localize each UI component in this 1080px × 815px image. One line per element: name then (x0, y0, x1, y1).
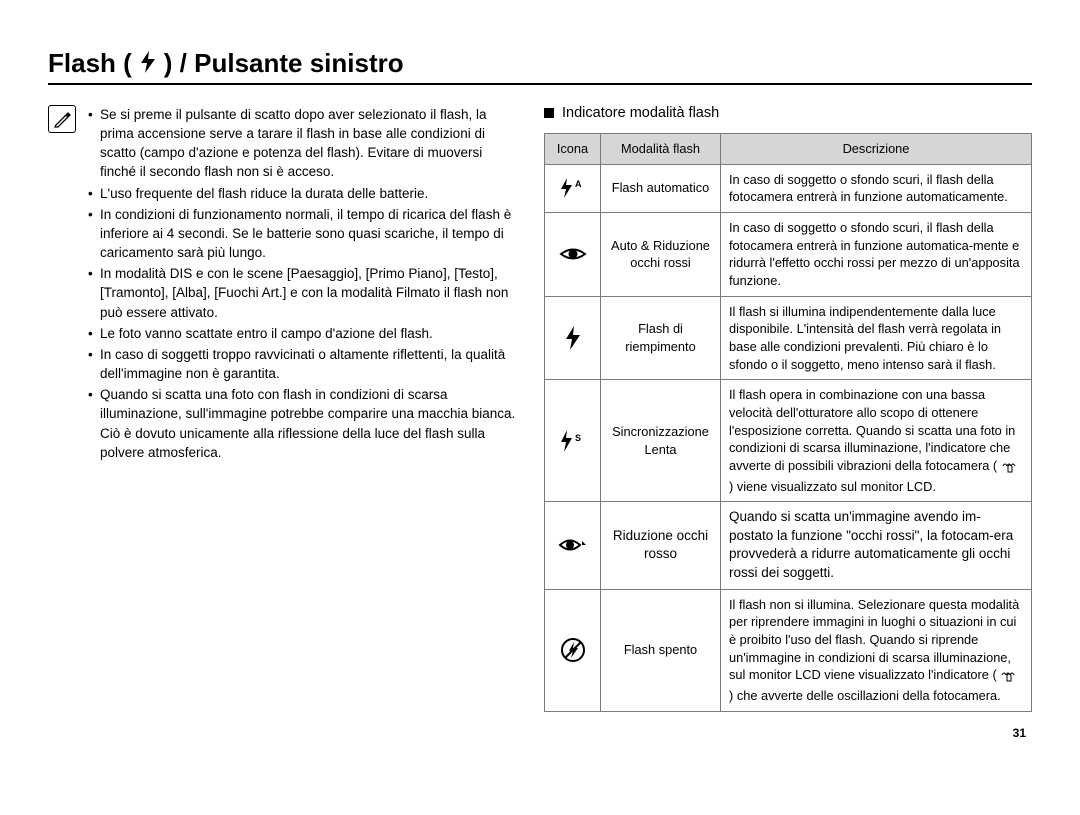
desc-part: ) viene visualizzato sul monitor LCD. (729, 479, 936, 494)
mode-cell: Riduzione occhi rosso (601, 502, 721, 590)
title-part-b: ) / Pulsante sinistro (164, 48, 404, 79)
table-row: Flash di riempimento Il flash si illumin… (545, 296, 1032, 380)
icon-cell (545, 589, 601, 711)
mode-cell: Flash automatico (601, 164, 721, 212)
svg-text:A: A (575, 179, 582, 189)
note-bullet-list: Se si preme il pulsante di scatto dopo a… (88, 105, 518, 740)
table-header-row: Icona Modalità flash Descrizione (545, 134, 1032, 165)
left-column: Se si preme il pulsante di scatto dopo a… (48, 105, 518, 740)
flash-off-icon (560, 637, 586, 663)
mode-cell: Auto & Riduzione occhi rossi (601, 212, 721, 296)
desc-cell: Il flash si illumina indipendentemente d… (721, 296, 1032, 380)
desc-cell: In caso di soggetto o sfondo scuri, il f… (721, 164, 1032, 212)
note-icon-container (48, 105, 78, 740)
note-bullet: In condizioni di funzionamento normali, … (88, 205, 518, 262)
note-bullet: Se si preme il pulsante di scatto dopo a… (88, 105, 518, 182)
note-bullet: In caso di soggetti troppo ravvicinati o… (88, 345, 518, 383)
svg-text:S: S (575, 433, 581, 443)
note-bullet: In modalità DIS e con le scene [Paesaggi… (88, 264, 518, 321)
title-part-a: Flash ( (48, 48, 132, 79)
note-icon (48, 105, 76, 133)
eye-brush-icon (558, 535, 588, 555)
mode-cell: Flash spento (601, 589, 721, 711)
subheading: Indicatore modalità flash (544, 105, 1032, 121)
desc-part: ) che avverte delle oscillazioni della f… (729, 688, 1001, 703)
flash-fill-icon (563, 325, 583, 351)
header-mode: Modalità flash (601, 134, 721, 165)
mode-cell: Sincronizzazione Lenta (601, 380, 721, 502)
mode-cell: Flash di riempimento (601, 296, 721, 380)
desc-cell: Il flash non si illumina. Selezionare qu… (721, 589, 1032, 711)
desc-cell: Il flash opera in combinazione con una b… (721, 380, 1032, 502)
flash-mode-table: Icona Modalità flash Descrizione A (544, 133, 1032, 712)
flash-icon (138, 50, 158, 80)
icon-cell (545, 296, 601, 380)
icon-cell: S (545, 380, 601, 502)
table-row: Riduzione occhi rosso Quando si scatta u… (545, 502, 1032, 590)
header-desc: Descrizione (721, 134, 1032, 165)
icon-cell (545, 502, 601, 590)
table-row: A Flash automatico In caso di soggetto o… (545, 164, 1032, 212)
desc-part: Il flash opera in combinazione con una b… (729, 387, 1015, 473)
note-bullet: L'uso frequente del flash riduce la dura… (88, 184, 518, 203)
desc-cell: In caso di soggetto o sfondo scuri, il f… (721, 212, 1032, 296)
page-title: Flash ( ) / Pulsante sinistro (48, 48, 1032, 85)
flash-auto-icon: A (558, 177, 588, 199)
note-bullet: Le foto vanno scattate entro il campo d'… (88, 324, 518, 343)
icon-cell (545, 212, 601, 296)
flash-slow-icon: S (558, 429, 588, 453)
eye-icon (559, 245, 587, 263)
content-columns: Se si preme il pulsante di scatto dopo a… (48, 105, 1032, 740)
table-row: Flash spento Il flash non si illumina. S… (545, 589, 1032, 711)
desc-part: Il flash non si illumina. Selezionare qu… (729, 597, 1019, 683)
right-column: Indicatore modalità flash Icona Modalità… (544, 105, 1032, 740)
hand-shake-icon (1001, 459, 1019, 478)
note-bullet: Quando si scatta una foto con flash in c… (88, 385, 518, 462)
hand-shake-icon (1000, 668, 1018, 687)
table-row: S Sincronizzazione Lenta Il flash opera … (545, 380, 1032, 502)
page-number: 31 (544, 726, 1032, 740)
icon-cell: A (545, 164, 601, 212)
header-icon: Icona (545, 134, 601, 165)
desc-cell: Quando si scatta un'immagine avendo im-p… (721, 502, 1032, 590)
subheading-text: Indicatore modalità flash (562, 105, 719, 121)
page: Flash ( ) / Pulsante sinistro Se si prem… (0, 0, 1080, 740)
table-row: Auto & Riduzione occhi rossi In caso di … (545, 212, 1032, 296)
